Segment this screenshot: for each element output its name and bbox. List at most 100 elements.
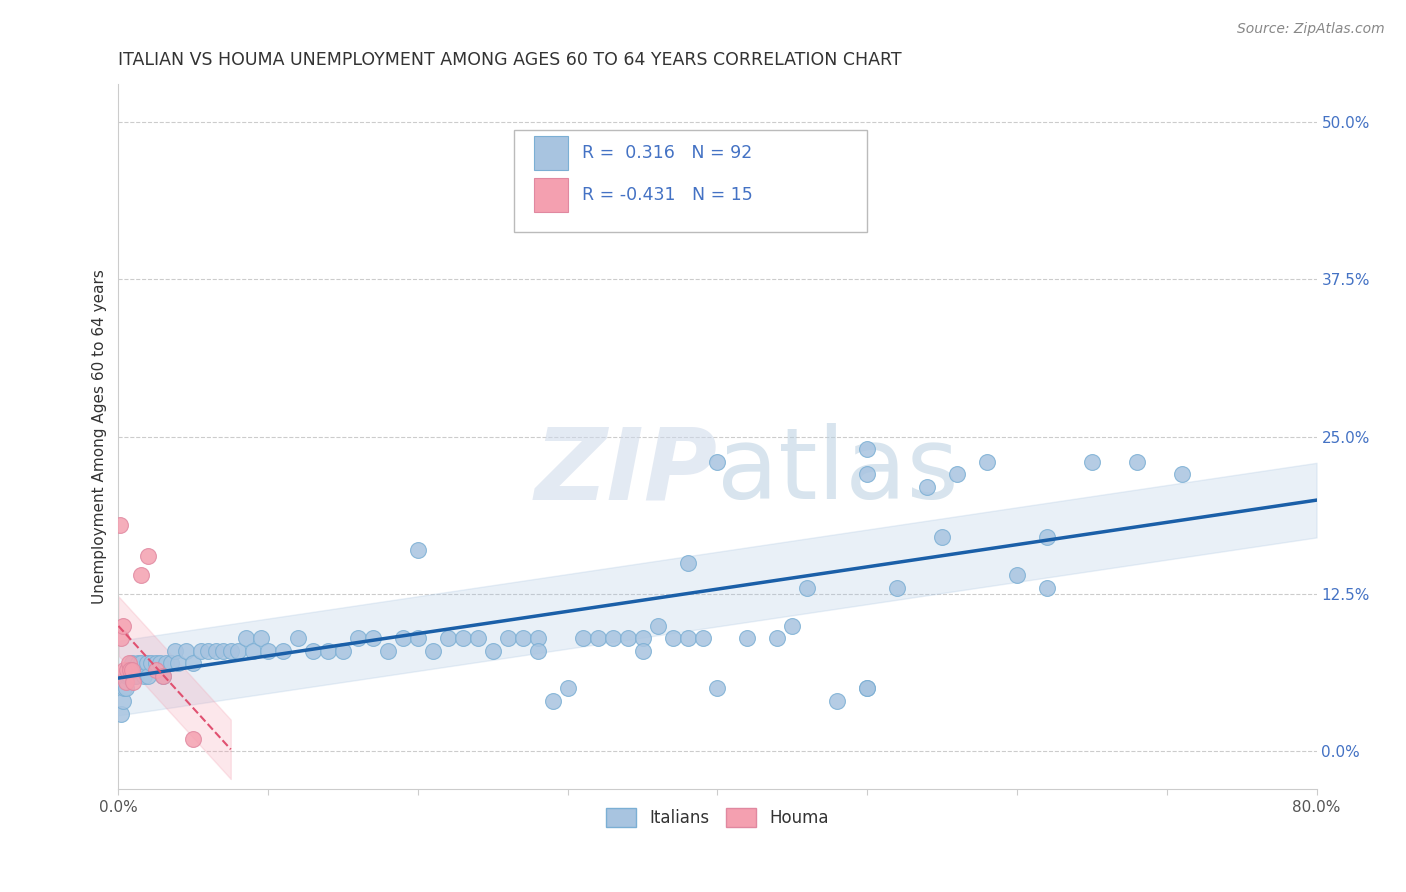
Point <box>602 631 624 645</box>
Point <box>138 549 160 564</box>
Point <box>132 669 155 683</box>
Point <box>1036 530 1059 544</box>
Point <box>766 631 789 645</box>
Point <box>586 631 609 645</box>
Point <box>110 706 132 721</box>
Point <box>422 644 444 658</box>
Point <box>219 644 242 658</box>
Point <box>406 543 429 558</box>
Point <box>661 631 683 645</box>
Point <box>174 644 197 658</box>
Point <box>190 644 212 658</box>
Bar <box>534 136 568 169</box>
Point <box>114 681 136 696</box>
Point <box>152 669 174 683</box>
Point <box>361 631 384 645</box>
Point <box>1036 581 1059 595</box>
Point <box>122 669 145 683</box>
Point <box>631 644 654 658</box>
Point <box>181 657 204 671</box>
Point <box>526 631 548 645</box>
Point <box>692 631 714 645</box>
Point <box>676 631 699 645</box>
Point <box>827 694 849 708</box>
Text: ITALIAN VS HOUMA UNEMPLOYMENT AMONG AGES 60 TO 64 YEARS CORRELATION CHART: ITALIAN VS HOUMA UNEMPLOYMENT AMONG AGES… <box>118 51 903 69</box>
Point <box>392 631 415 645</box>
Point <box>145 657 167 671</box>
Point <box>451 631 474 645</box>
Point <box>152 669 174 683</box>
Point <box>467 631 489 645</box>
Point <box>976 455 998 469</box>
Point <box>149 657 172 671</box>
Point <box>257 644 280 658</box>
Point <box>118 669 141 683</box>
Point <box>856 467 879 482</box>
Text: R =  0.316   N = 92: R = 0.316 N = 92 <box>582 144 752 161</box>
Point <box>706 455 728 469</box>
Text: Source: ZipAtlas.com: Source: ZipAtlas.com <box>1237 22 1385 37</box>
Bar <box>534 178 568 211</box>
Text: ZIP: ZIP <box>534 424 717 520</box>
Point <box>129 568 152 582</box>
Point <box>135 657 157 671</box>
Point <box>235 631 257 645</box>
Point <box>512 631 534 645</box>
Point <box>557 681 579 696</box>
Point <box>856 681 879 696</box>
Point <box>165 644 187 658</box>
Point <box>125 669 148 683</box>
Point <box>197 644 219 658</box>
Point <box>120 669 142 683</box>
Point <box>1171 467 1194 482</box>
Point <box>706 681 728 696</box>
FancyBboxPatch shape <box>513 130 868 232</box>
Point <box>117 663 139 677</box>
Point <box>526 644 548 658</box>
Text: atlas: atlas <box>717 424 959 520</box>
Point <box>114 663 136 677</box>
Point <box>271 644 294 658</box>
Point <box>118 657 141 671</box>
Point <box>616 631 638 645</box>
Point <box>212 644 235 658</box>
Point <box>160 657 183 671</box>
Point <box>287 631 309 645</box>
Point <box>782 618 804 632</box>
Point <box>117 669 139 683</box>
Legend: Italians, Houma: Italians, Houma <box>599 801 835 834</box>
Point <box>129 657 152 671</box>
Text: R = -0.431   N = 15: R = -0.431 N = 15 <box>582 186 752 203</box>
Point <box>676 556 699 570</box>
Point <box>406 631 429 645</box>
Point <box>115 675 138 690</box>
Y-axis label: Unemployment Among Ages 60 to 64 years: Unemployment Among Ages 60 to 64 years <box>93 269 107 604</box>
Point <box>1005 568 1028 582</box>
Point <box>856 681 879 696</box>
Point <box>204 644 226 658</box>
Point <box>737 631 759 645</box>
Point <box>496 631 519 645</box>
Point <box>347 631 370 645</box>
Point <box>120 663 142 677</box>
Point <box>915 480 938 494</box>
Point <box>155 657 177 671</box>
Point <box>631 631 654 645</box>
Point <box>226 644 249 658</box>
Point <box>127 657 149 671</box>
Point <box>181 731 204 746</box>
Point <box>856 442 879 457</box>
Point <box>796 581 818 595</box>
Point <box>482 644 505 658</box>
Point <box>946 467 969 482</box>
Point <box>167 657 190 671</box>
Point <box>541 694 564 708</box>
Point <box>121 657 143 671</box>
Point <box>437 631 460 645</box>
Point <box>647 618 669 632</box>
Point <box>122 675 145 690</box>
Point <box>249 631 271 645</box>
Point <box>557 190 579 204</box>
Point <box>302 644 325 658</box>
Point <box>931 530 953 544</box>
